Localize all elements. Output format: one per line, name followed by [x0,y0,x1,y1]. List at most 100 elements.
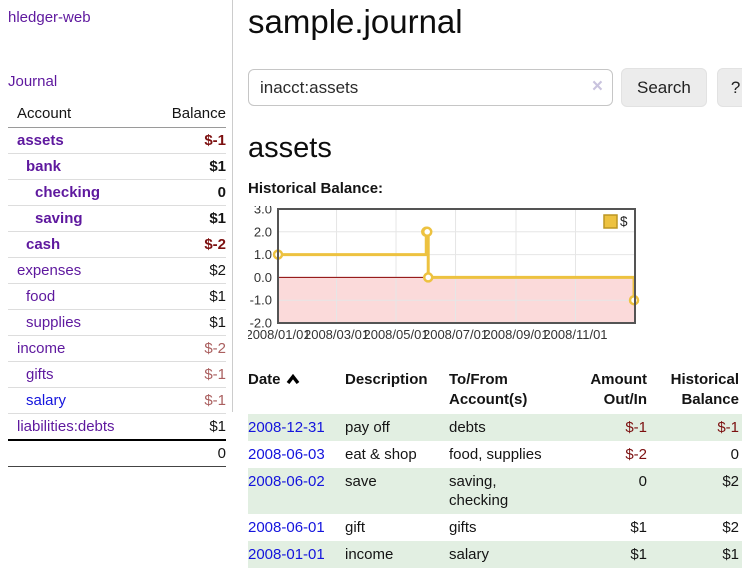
y-axis-tick-label: 2.0 [254,224,272,239]
data-point-marker [421,226,433,238]
account-balance: $-1 [158,127,226,154]
accounts-total-value: 0 [158,439,226,467]
transaction-date: 2008-06-03 [248,441,345,468]
transaction-amount: $1 [630,519,647,536]
account-link[interactable]: salary [26,392,67,409]
transaction-row: 2008-06-01 gift gifts $1 $2 [248,514,742,541]
account-row: income $-2 [8,335,226,362]
transaction-date: 2008-06-01 [248,514,345,541]
x-axis-tick-label: 2008/09/01 [483,327,548,342]
transaction-date-link[interactable]: 2008-06-02 [248,473,325,490]
accounts-header-balance: Balance [158,103,226,128]
transaction-date-link[interactable]: 2008-12-31 [248,419,325,436]
account-balance: $-2 [158,231,226,258]
transaction-balance: $2 [650,468,742,514]
transaction-date-link[interactable]: 2008-06-01 [248,519,325,536]
transaction-balance: $2 [722,519,739,536]
account-link[interactable]: income [17,340,66,357]
transaction-date: 2008-06-02 [248,468,345,514]
account-balance: $-2 [158,335,226,362]
register-header-label: Historical Balance [670,371,739,408]
account-balance: $1 [158,283,226,310]
transaction-row: 2008-06-03 eat & shop food, supplies $-2 0 [248,441,742,468]
clear-search-icon[interactable]: × [591,76,603,97]
accounts-total-row: 0 [8,439,226,467]
search-form: × Search ? [248,68,742,107]
register-table: Date Description To/From Account(s) Amount … [248,368,742,568]
account-link[interactable]: expenses [17,262,82,279]
transaction-description: gift [345,519,366,536]
register-header-label: Date [248,371,281,388]
account-link[interactable]: checking [35,184,101,201]
y-axis-tick-label: 3.0 [254,206,272,217]
transaction-date-link[interactable]: 2008-06-03 [248,446,325,463]
account-row: checking 0 [8,179,226,206]
legend-swatch [603,214,618,229]
account-link[interactable]: gifts [26,366,54,383]
transaction-amount: $1 [560,541,650,568]
account-row: salary $-1 [8,387,226,414]
account-row: liabilities:debts $1 [8,413,226,441]
register-header-date[interactable]: Date [248,368,345,414]
register-header-to-from-account-s: To/From Account(s) [449,368,560,414]
account-link[interactable]: food [26,288,56,305]
transaction-accounts: gifts [449,519,477,536]
transaction-row: 2008-01-01 income salary $1 $1 [248,541,742,568]
account-link[interactable]: saving [35,210,83,227]
chart-canvas: 3.0 2.0 1.0 0.0 -1.0 -2.02008/01/012008/03/01… [245,202,640,342]
help-button[interactable]: ? [716,68,742,107]
transaction-description: pay off [345,414,449,441]
account-balance: $-1 [158,387,226,414]
search-input[interactable] [248,69,613,106]
register-header-label: Description [345,371,428,388]
account-row: food $1 [8,283,226,310]
x-axis-tick-label: 2008/05/01 [363,327,428,342]
account-link[interactable]: liabilities:debts [17,418,115,435]
account-row: cash $-2 [8,231,226,258]
y-axis-tick-label: -1.0 [250,293,272,308]
historical-balance-chart: 3.0 2.0 1.0 0.0 -1.0 -2.0 2008/01/01 2008/03/01… [245,202,742,350]
account-link[interactable]: cash [26,236,61,253]
transaction-balance: $1 [650,541,742,568]
transaction-description: save [345,468,449,514]
account-row: expenses $2 [8,257,226,284]
account-row: gifts $-1 [8,361,226,388]
transaction-balance: $-1 [650,414,742,441]
account-balance: $-1 [158,361,226,388]
y-axis-tick-label: 1.0 [254,247,272,262]
transaction-date: 2008-12-31 [248,414,345,441]
accounts-table: Account Balance assets $-1 bank $1 checking 0… [8,103,226,467]
account-row: bank $1 [8,153,226,180]
transaction-date-link[interactable]: 2008-01-01 [248,546,325,563]
account-link[interactable]: assets [17,132,64,149]
page-title: sample.journal [248,3,463,40]
transaction-row: 2008-06-02 save saving, checking 0 $2 [248,468,742,514]
transaction-accounts: debts [449,414,560,441]
x-axis-tick-label: 2008/07/01 [423,327,488,342]
register-header-label: To/From Account(s) [449,371,528,408]
transaction-amount: 0 [560,468,650,514]
sort-ascending-icon [286,373,299,385]
register-header-historical-balance: Historical Balance [650,368,742,414]
sidebar-item-journal[interactable]: Journal [8,73,58,90]
x-axis-tick-label: 2008/11/01 [543,327,607,342]
app-brand-link[interactable]: hledger-web [8,9,91,26]
transaction-date: 2008-01-01 [248,541,345,568]
account-balance: 0 [158,179,226,206]
account-balance: $1 [158,205,226,232]
x-axis-tick-label: 2008/03/01 [304,327,369,342]
legend-label: $ [620,214,628,229]
data-point-marker [422,272,434,283]
sidebar: hledger-web Journal Account Balance asse… [0,0,233,582]
x-axis-tick-label: 2008/01/01 [248,327,311,342]
chart-title: Historical Balance: [248,180,384,197]
plot-border [277,208,636,324]
account-heading: assets [248,132,332,164]
account-link[interactable]: supplies [26,314,82,331]
transaction-description: eat & shop [345,446,417,463]
search-button[interactable]: Search [621,68,707,107]
account-row: saving $1 [8,205,226,232]
account-balance: $1 [158,413,226,441]
transaction-balance: 0 [730,446,739,463]
account-link[interactable]: bank [26,158,62,175]
